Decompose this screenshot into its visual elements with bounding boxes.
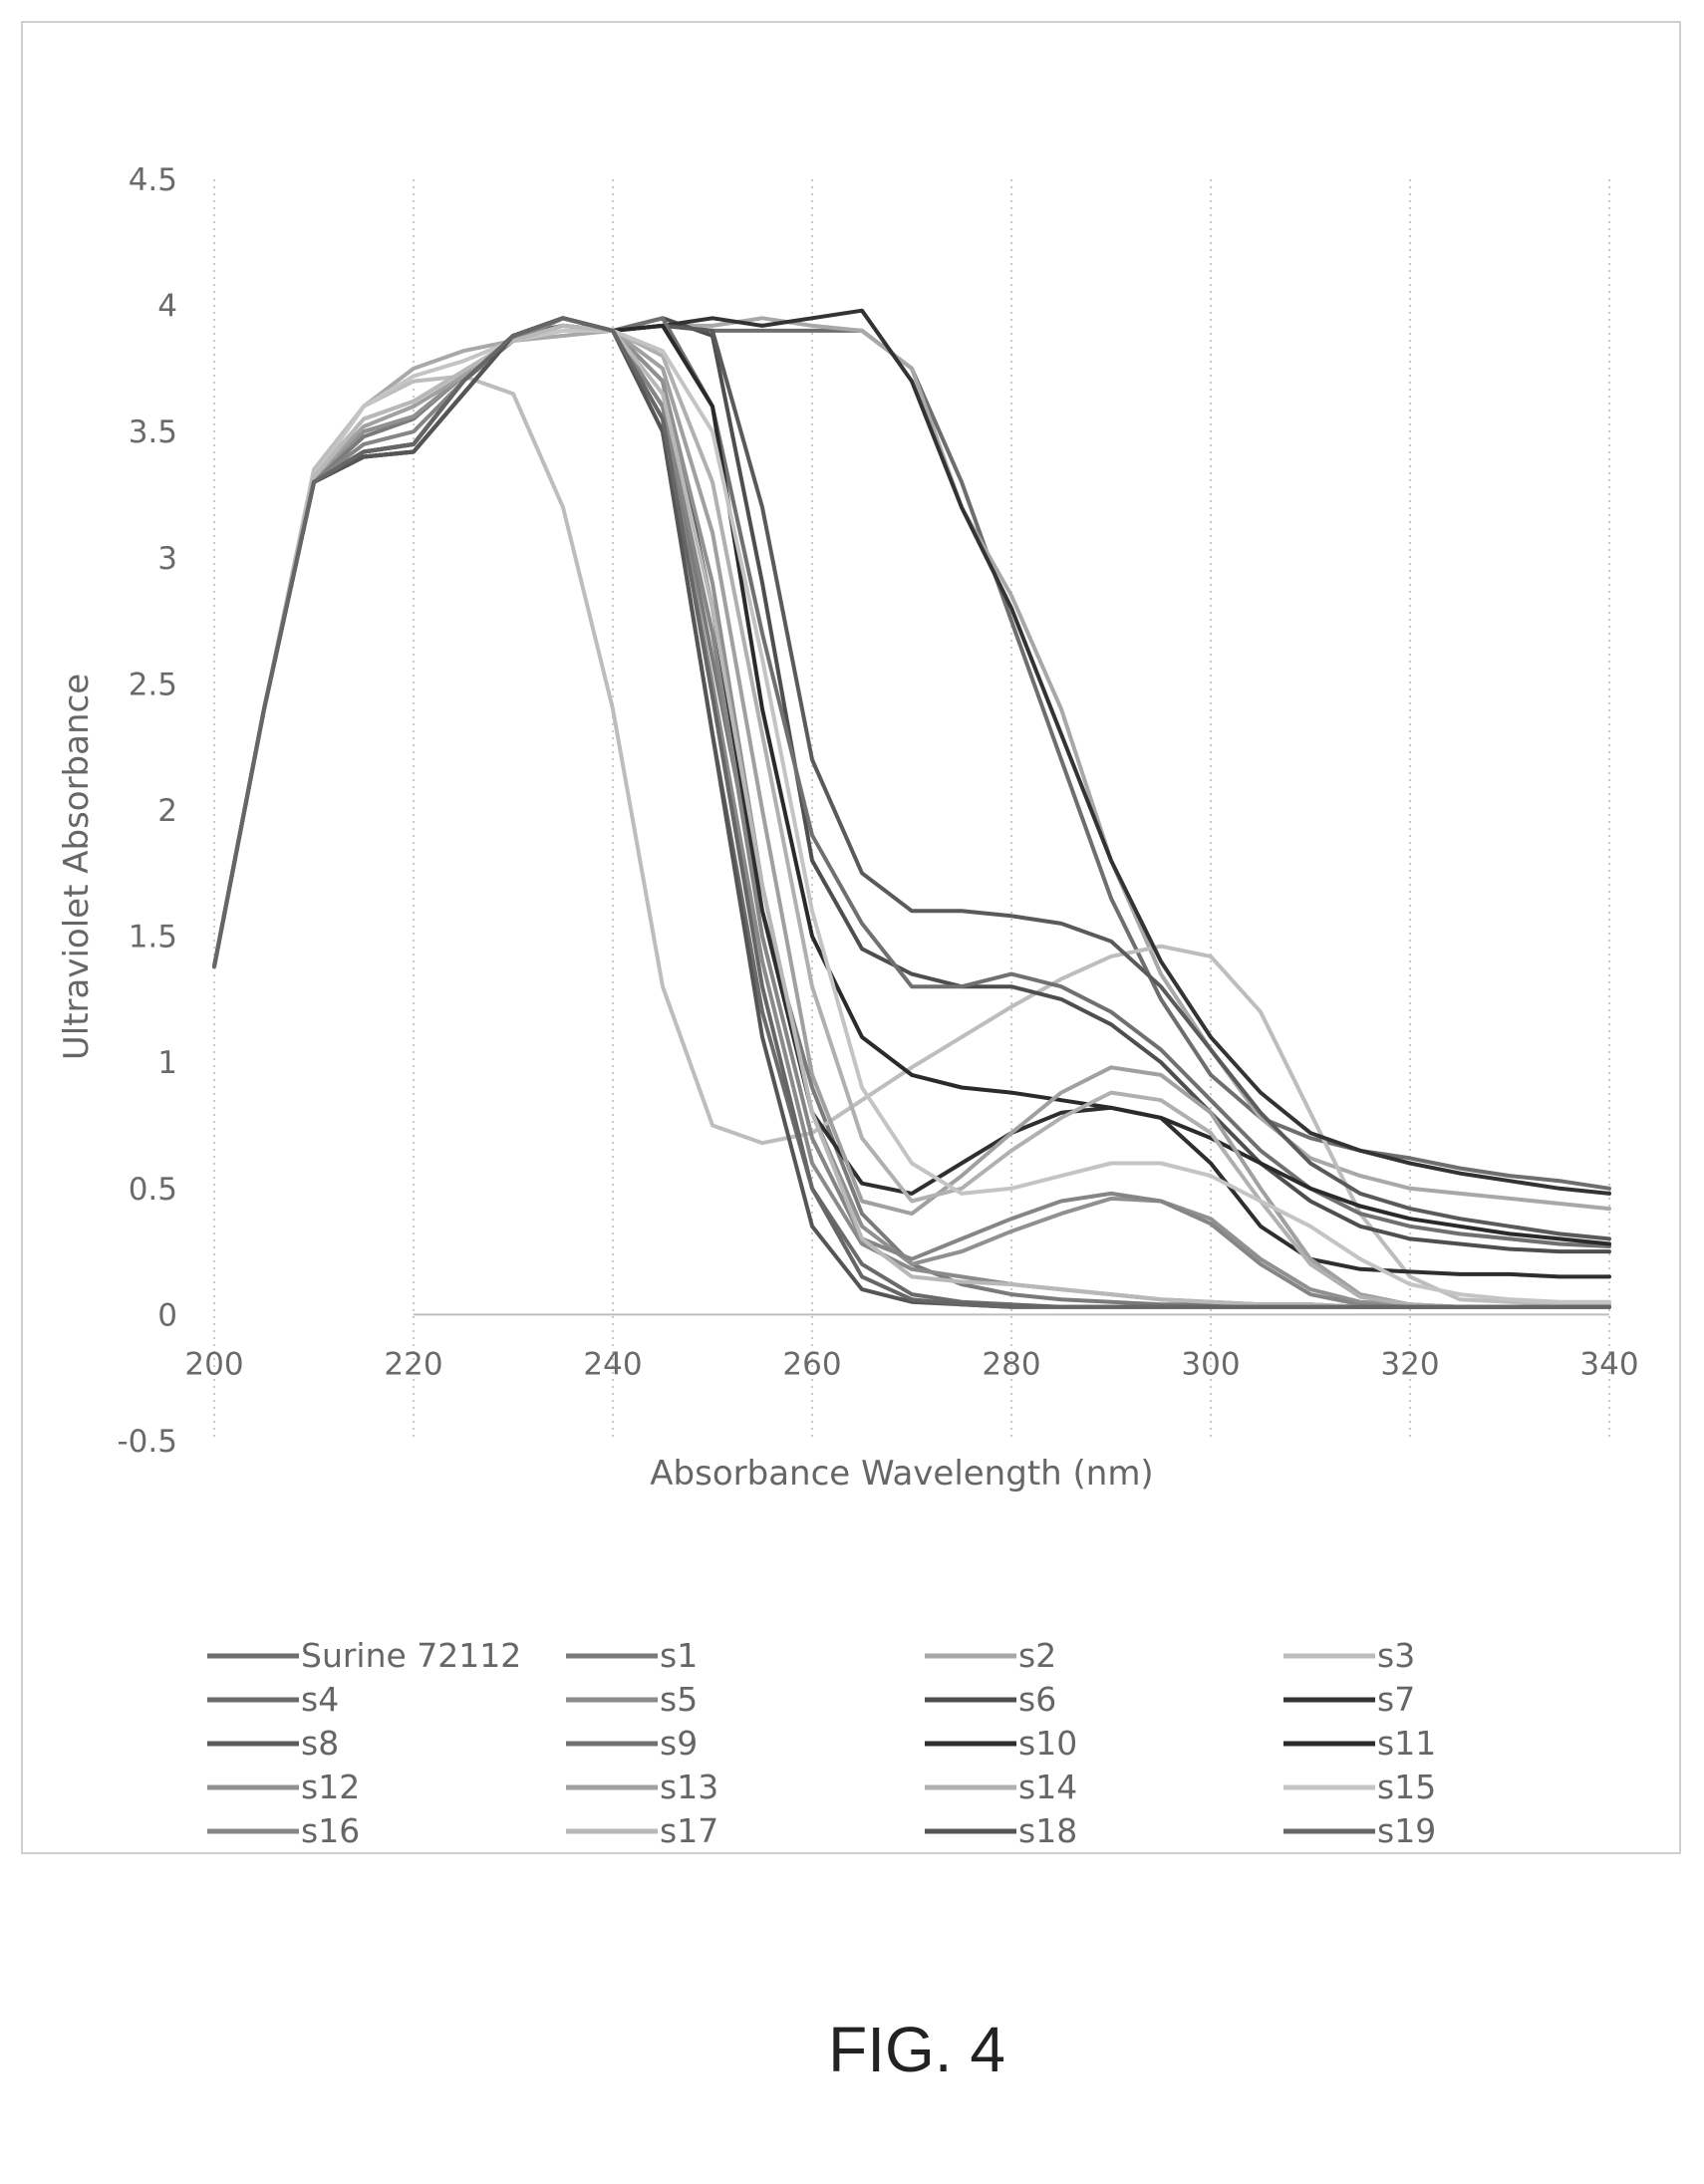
series-line-9 bbox=[212, 316, 1611, 1248]
y-tick-label: -0.5 bbox=[118, 1424, 178, 1460]
series-line-10 bbox=[212, 316, 1611, 1279]
y-tick-label: 2 bbox=[157, 793, 177, 829]
legend-label: s15 bbox=[1377, 1768, 1436, 1806]
x-axis-title: Absorbance Wavelength (nm) bbox=[650, 1454, 1153, 1494]
y-tick-label: 0 bbox=[157, 1297, 177, 1333]
legend-label: s18 bbox=[1018, 1811, 1077, 1850]
legend-label: s1 bbox=[660, 1636, 698, 1675]
x-tick-label: 300 bbox=[1181, 1346, 1240, 1382]
legend-label: s14 bbox=[1018, 1768, 1077, 1806]
x-tick-label: 240 bbox=[583, 1346, 642, 1382]
legend-label: s16 bbox=[301, 1811, 360, 1850]
legend-label: s8 bbox=[301, 1724, 339, 1763]
legend-label: s9 bbox=[660, 1724, 698, 1763]
legend-label: s7 bbox=[1377, 1680, 1415, 1719]
legend-label: s3 bbox=[1377, 1636, 1415, 1675]
series-line-6 bbox=[212, 316, 1611, 1254]
series-lines bbox=[212, 308, 1611, 1309]
series-line-8 bbox=[212, 323, 1611, 1241]
y-tick-labels: 4.5 4 3.5 3 2.5 2 1.5 1 0.5 0 -0.5 bbox=[118, 162, 178, 1460]
x-tick-label: 340 bbox=[1579, 1346, 1638, 1382]
legend-label: s19 bbox=[1377, 1811, 1436, 1850]
legend-label: s5 bbox=[660, 1680, 698, 1719]
legend-label: s17 bbox=[660, 1811, 718, 1850]
y-tick-label: 3.5 bbox=[129, 414, 177, 450]
y-tick-label: 1 bbox=[157, 1045, 177, 1081]
y-tick-label: 4 bbox=[157, 289, 177, 325]
legend-label: Surine 72112 bbox=[301, 1636, 521, 1675]
y-tick-label: 4.5 bbox=[129, 162, 177, 198]
legend-label: s6 bbox=[1018, 1680, 1056, 1719]
series-line-19 bbox=[212, 316, 1611, 1309]
series-line-12 bbox=[212, 316, 1611, 1309]
figure-label: FIG. 4 bbox=[828, 2014, 1005, 2085]
legend-label: s13 bbox=[660, 1768, 718, 1806]
legend-label: s10 bbox=[1018, 1724, 1077, 1763]
y-tick-label: 1.5 bbox=[129, 920, 177, 956]
y-tick-label: 2.5 bbox=[129, 667, 177, 702]
x-tick-labels: 200 220 240 260 280 300 320 340 bbox=[184, 1346, 1638, 1382]
legend-label: s4 bbox=[301, 1680, 339, 1719]
series-line-11 bbox=[212, 316, 1611, 1246]
y-axis-title: Ultraviolet Absorbance bbox=[57, 674, 97, 1060]
x-tick-label: 260 bbox=[782, 1346, 841, 1382]
series-line-15 bbox=[212, 328, 1611, 1304]
x-tick-label: 280 bbox=[982, 1346, 1040, 1382]
x-tick-label: 200 bbox=[184, 1346, 243, 1382]
series-line-3 bbox=[212, 374, 1611, 1307]
series-line-0 bbox=[212, 323, 1611, 1191]
legend-label: s11 bbox=[1377, 1724, 1436, 1763]
x-tick-label: 220 bbox=[384, 1346, 442, 1382]
legend-label: s12 bbox=[301, 1768, 360, 1806]
legend-label: s2 bbox=[1018, 1636, 1056, 1675]
x-tick-label: 320 bbox=[1380, 1346, 1439, 1382]
y-tick-label: 3 bbox=[157, 541, 177, 577]
grid-lines bbox=[213, 179, 1610, 1441]
chart-border bbox=[21, 21, 1681, 1854]
y-tick-label: 0.5 bbox=[129, 1172, 177, 1208]
legend: Surine 72112 s1 s2 s3 s4 s5 s6 s7 s8 s9 s10 s11 s12 s… bbox=[207, 1636, 1436, 1850]
series-line-2 bbox=[212, 316, 1611, 1212]
